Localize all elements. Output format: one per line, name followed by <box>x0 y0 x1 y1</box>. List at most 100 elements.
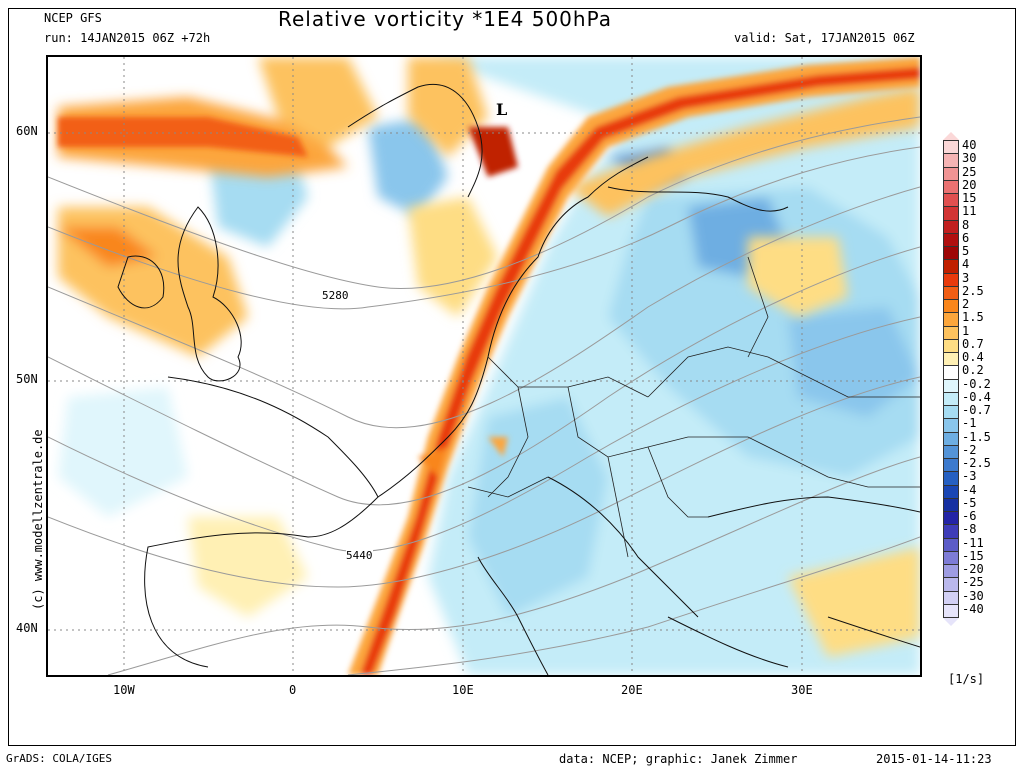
colorbar-label: 5 <box>962 244 970 258</box>
colorbar-cell <box>943 246 959 261</box>
colorbar-label: 11 <box>962 204 977 219</box>
colorbar-label: -8 <box>962 522 977 537</box>
lat-label-60n: 60N <box>16 124 38 138</box>
colorbar-cell <box>943 405 959 420</box>
colorbar-cell <box>943 550 959 565</box>
lon-label-10w: 10W <box>113 683 135 697</box>
lat-label-40n: 40N <box>16 621 38 635</box>
colorbar-label: 4 <box>962 257 970 272</box>
colorbar-label: -40 <box>962 601 984 616</box>
colorbar-label: 15 <box>962 191 977 205</box>
map-title: Relative vorticity *1E4 500hPa <box>278 7 613 31</box>
colorbar-label: -0.4 <box>962 389 991 404</box>
colorbar-label: -11 <box>962 535 984 550</box>
colorbar-label: 25 <box>962 164 977 179</box>
figure-frame <box>8 8 1016 746</box>
colorbar-label: 30 <box>962 151 977 166</box>
colorbar-cell <box>943 272 959 287</box>
colorbar-label: 2 <box>962 297 970 311</box>
colorbar-cell <box>943 232 959 247</box>
colorbar-cell <box>943 153 959 168</box>
colorbar-cell <box>943 497 959 512</box>
colorbar-cell <box>943 511 959 526</box>
run-info: run: 14JAN2015 06Z +72h <box>44 31 211 45</box>
lon-label-0: 0 <box>289 683 297 697</box>
colorbar-label: 1.5 <box>962 310 984 325</box>
contour-label-5440: 5440 <box>346 549 373 562</box>
lon-label-10e: 10E <box>452 683 474 697</box>
colorbar-cell <box>943 590 959 605</box>
colorbar-cell <box>943 352 959 367</box>
colorbar-cell <box>943 564 959 579</box>
footer-software: GrADS: COLA/IGES <box>6 752 112 765</box>
vorticity-map: L 5280 5440 <box>46 55 922 677</box>
colorbar-unit: [1/s] <box>948 672 985 686</box>
colorbar-label: -15 <box>962 548 984 563</box>
colorbar-label: -0.2 <box>962 376 991 391</box>
colorbar-cell <box>943 338 959 353</box>
colorbar-cell <box>943 458 959 473</box>
lon-label-30e: 30E <box>791 683 813 697</box>
lon-label-20e: 20E <box>621 683 643 697</box>
country-borders <box>467 256 920 558</box>
colorbar-cell <box>943 378 959 393</box>
colorbar-label: -5 <box>962 495 977 510</box>
low-pressure-marker: L <box>496 100 508 119</box>
colorbar-bottom-edge <box>943 617 959 618</box>
colorbar-cell <box>943 140 959 155</box>
colorbar-label: -6 <box>962 509 977 523</box>
colorbar-label: -20 <box>962 562 984 576</box>
colorbar-label: -25 <box>962 575 984 590</box>
vorticity-field <box>48 57 920 675</box>
colorbar-cell <box>943 603 959 618</box>
colorbar-label: 6 <box>962 230 970 245</box>
valid-time: valid: Sat, 17JAN2015 06Z <box>734 31 915 45</box>
colorbar-label: 2.5 <box>962 283 984 298</box>
colorbar-cell <box>943 431 959 446</box>
colorbar-cell <box>943 391 959 406</box>
colorbar-label: -4 <box>962 482 977 497</box>
colorbar-bottom-arrow <box>943 618 959 626</box>
colorbar-cell <box>943 166 959 181</box>
coastlines <box>117 83 920 675</box>
colorbar-cell <box>943 365 959 380</box>
colorbar-cell <box>943 299 959 314</box>
colorbar-label: -30 <box>962 588 984 603</box>
colorbar-cell <box>943 259 959 274</box>
colorbar-cell <box>943 206 959 221</box>
colorbar-label: 3 <box>962 270 970 285</box>
colorbar-cell <box>943 577 959 592</box>
colorbar-cell <box>943 179 959 194</box>
colorbar-label: -2.5 <box>962 456 991 470</box>
colorbar-label: 0.2 <box>962 363 984 378</box>
colorbar-label: -3 <box>962 469 977 484</box>
colorbar-cell <box>943 524 959 539</box>
colorbar-label: -1.5 <box>962 429 991 444</box>
colorbar-cell <box>943 444 959 459</box>
colorbar-cell <box>943 312 959 327</box>
model-source: NCEP GFS <box>44 11 102 25</box>
vorticity-jet-axis <box>58 57 920 675</box>
lat-label-50n: 50N <box>16 372 38 386</box>
colorbar-cell <box>943 471 959 486</box>
footer-credits: data: NCEP; graphic: Janek Zimmer <box>559 752 798 766</box>
colorbar-label: 0.4 <box>962 350 984 364</box>
colorbar-top-arrow <box>943 132 959 140</box>
colorbar-cell <box>943 219 959 234</box>
colorbar-cell <box>943 285 959 300</box>
colorbar-cell <box>943 484 959 499</box>
colorbar-cell <box>943 325 959 340</box>
colorbar-label: 40 <box>962 138 977 152</box>
footer-timestamp: 2015-01-14-11:23 <box>876 752 992 766</box>
geopotential-contours <box>48 116 920 675</box>
colorbar-label: -0.7 <box>962 403 991 417</box>
watermark-text: (c) www.modellzentrale.de <box>31 429 45 610</box>
colorbar-label: 0.7 <box>962 336 984 351</box>
colorbar-cell <box>943 537 959 552</box>
graticule <box>48 57 920 675</box>
colorbar-label: -1 <box>962 416 977 431</box>
colorbar-label: 8 <box>962 217 970 232</box>
colorbar-cell <box>943 418 959 433</box>
colorbar-label: 20 <box>962 177 977 192</box>
contour-label-5280: 5280 <box>322 289 349 302</box>
